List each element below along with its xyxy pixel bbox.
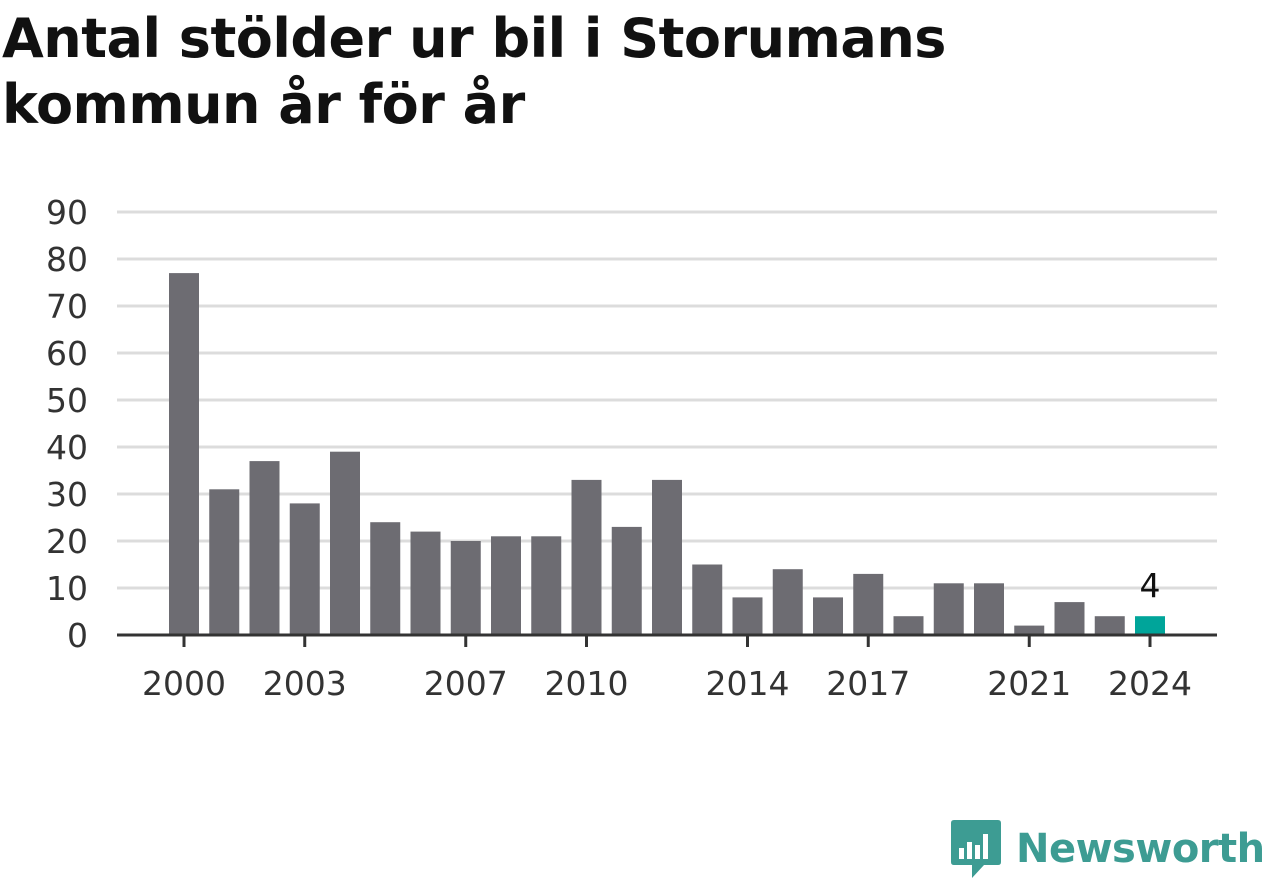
data-label-2024: 4 — [1140, 566, 1161, 605]
brand-name: Newsworthy — [1016, 826, 1262, 872]
x-tick-label-2010: 2010 — [545, 664, 629, 703]
y-tick-label-60: 60 — [46, 334, 88, 373]
y-tick-label-70: 70 — [46, 287, 88, 326]
bar-2024 — [1135, 616, 1165, 635]
bar-2009 — [531, 536, 562, 635]
bar-2001 — [209, 489, 240, 635]
y-tick-label-90: 90 — [46, 193, 88, 232]
bars — [169, 273, 1165, 635]
bar-2015 — [772, 569, 803, 635]
bar-2017 — [853, 573, 884, 635]
y-tick-label-30: 30 — [46, 475, 88, 514]
bar-2016 — [813, 597, 843, 635]
chart-title: Antal stölder ur bil i Storumans kommun … — [2, 7, 946, 136]
x-tick-label-2003: 2003 — [263, 664, 347, 703]
y-tick-label-50: 50 — [46, 381, 88, 420]
bar-2006 — [410, 531, 441, 635]
y-tick-label-80: 80 — [46, 240, 88, 279]
x-tick-label-2024: 2024 — [1108, 664, 1192, 703]
x-axis-ticks: 2000 2003 2007 2010 2014 2017 2021 2024 — [142, 635, 1192, 703]
y-axis-ticks: 0 10 20 30 40 50 60 70 80 90 — [46, 193, 88, 655]
bar-2007 — [450, 541, 481, 635]
bar-2002 — [249, 461, 280, 635]
bar-2010 — [571, 479, 602, 635]
bar-2020 — [974, 583, 1004, 635]
x-tick-label-2000: 2000 — [142, 664, 226, 703]
y-tick-label-0: 0 — [67, 616, 88, 655]
bar-2022 — [1054, 602, 1085, 635]
y-tick-label-10: 10 — [46, 569, 88, 608]
newsworthy-logo-icon — [951, 820, 1001, 878]
bar-2005 — [370, 522, 401, 635]
bar-2014 — [732, 597, 763, 635]
bar-2013 — [692, 564, 723, 635]
data-labels: 4 — [1140, 566, 1161, 605]
bar-2021 — [1014, 625, 1045, 635]
bar-2000 — [169, 273, 199, 635]
bar-2023 — [1094, 616, 1125, 635]
y-tick-label-20: 20 — [46, 522, 88, 561]
bar-2004 — [330, 451, 360, 635]
y-tick-label-40: 40 — [46, 428, 88, 467]
bar-2018 — [893, 616, 924, 635]
bar-2012 — [652, 479, 682, 635]
x-tick-label-2017: 2017 — [826, 664, 910, 703]
bar-2003 — [289, 503, 320, 635]
x-tick-label-2007: 2007 — [424, 664, 508, 703]
newsworthy-logo: Newsworthy — [950, 818, 1262, 880]
x-tick-label-2021: 2021 — [987, 664, 1071, 703]
bar-2019 — [933, 583, 964, 635]
x-tick-label-2014: 2014 — [706, 664, 790, 703]
bar-2008 — [491, 536, 521, 635]
bar-2011 — [611, 526, 642, 635]
